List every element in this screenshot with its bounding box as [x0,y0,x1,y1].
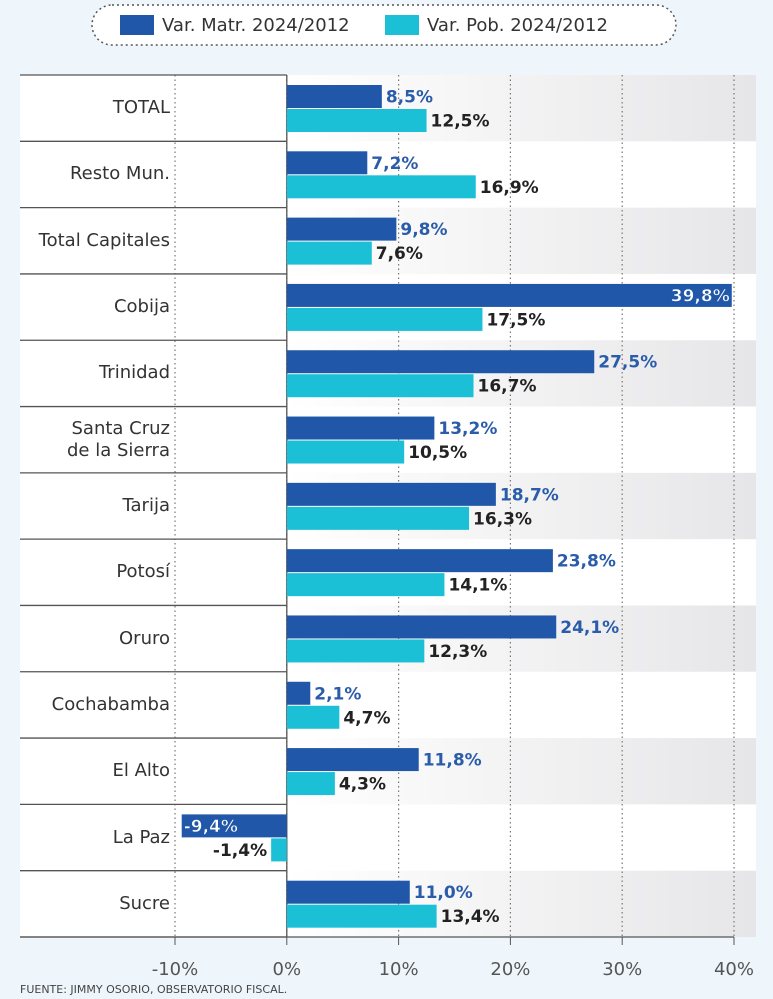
source: FUENTE: JIMMY OSORIO, OBSERVATORIO FISCA… [20,983,287,996]
x-tick-label: -10% [152,959,199,980]
x-tick-label: 0% [273,959,302,980]
category-label: La Paz [112,826,170,848]
value-label: 39,8% [671,286,730,306]
category-label: Cobija [113,296,170,318]
bar [286,307,483,331]
value-label: 9,8% [400,220,447,240]
bar [286,615,557,639]
category-label: Santa Cruz de la Sierra [67,417,170,461]
category-label: Trinidad [98,362,170,384]
category-label: Sucre [119,892,170,914]
category-label: TOTAL [112,97,170,119]
bar [286,772,335,796]
value-label: 13,4% [441,907,500,927]
category-label: Oruro [119,627,170,649]
bar [286,109,427,132]
value-label: 13,2% [438,419,497,439]
bar [286,151,368,175]
bar [286,440,405,464]
x-tick-label: 10% [379,959,419,980]
bar [181,814,287,838]
bar [271,838,287,862]
value-label: 4,7% [343,708,390,728]
bar [286,374,474,398]
bar [286,217,397,241]
category-label: El Alto [112,760,170,782]
value-label: 8,5% [386,88,433,108]
value-label: -9,4% [184,817,238,837]
value-label: 12,3% [428,642,487,662]
bar [286,175,476,199]
value-label: 2,1% [314,684,361,704]
value-label: 11,0% [414,883,473,903]
legend-label: Var. Matr. 2024/2012 [162,15,350,36]
bar [286,549,553,573]
bar [286,705,340,729]
value-label: 12,5% [431,112,490,132]
category-label: Total Capitales [38,229,170,251]
value-label: 7,6% [376,244,423,264]
value-label: 7,2% [371,154,418,174]
value-label: 27,5% [598,353,657,373]
bar [286,506,470,530]
bar [286,416,435,440]
bar [286,639,425,663]
legend-box [91,4,677,46]
legend-swatch [385,15,419,35]
category-label: Cochabamba [51,693,170,715]
value-label: 14,1% [448,576,507,596]
bar [286,350,595,374]
value-label: 16,7% [478,377,537,397]
category-label: Tarija [122,495,170,516]
bar [286,904,437,928]
value-label: 16,9% [480,178,539,198]
bar [286,681,311,705]
x-tick-label: 20% [490,959,530,980]
bar [286,748,419,772]
category-label: Potosí [116,561,170,583]
value-label: 17,5% [486,310,545,330]
value-label: -1,4% [213,841,267,861]
bar [286,241,372,265]
legend-swatch [120,15,154,35]
value-label: 4,3% [339,775,386,795]
value-label: 18,7% [500,485,559,505]
bar [286,573,445,597]
x-tick-label: 30% [602,959,642,980]
value-label: 16,3% [473,509,532,529]
x-tick-label: 40% [714,959,754,980]
bar [286,283,732,307]
bar [286,85,382,108]
value-label: 23,8% [557,552,616,572]
value-label: 10,5% [408,443,467,463]
value-label: 11,8% [423,751,482,771]
bar [286,880,410,904]
category-label: Resto Mun. [69,163,170,185]
legend-label: Var. Pob. 2024/2012 [427,15,608,36]
value-label: 24,1% [560,618,619,638]
bar [286,482,496,506]
